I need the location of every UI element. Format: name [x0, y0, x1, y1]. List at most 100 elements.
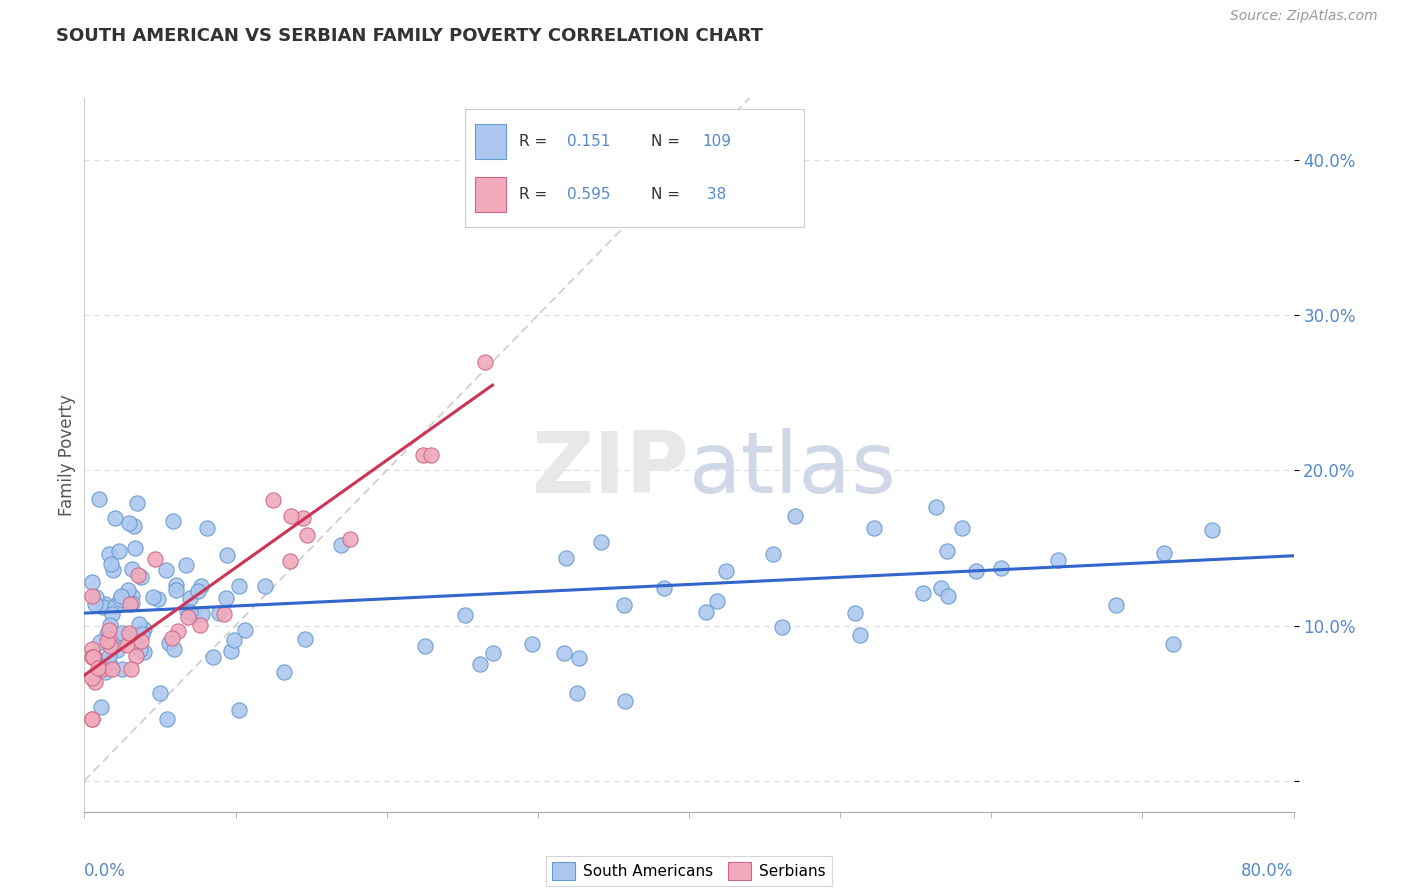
Point — [936, 544, 959, 558]
Point — [482, 646, 505, 660]
Point — [195, 521, 218, 535]
Point — [412, 448, 434, 462]
Point — [128, 616, 150, 631]
Point — [770, 620, 793, 634]
Point — [87, 661, 110, 675]
Point — [143, 552, 166, 566]
Point — [273, 665, 295, 680]
Point — [1161, 637, 1184, 651]
Point — [91, 599, 114, 614]
Point — [162, 514, 184, 528]
Point — [166, 624, 188, 638]
Point — [187, 583, 209, 598]
Point — [950, 521, 973, 535]
Point — [142, 590, 165, 604]
Point — [295, 527, 318, 541]
Point — [176, 604, 198, 618]
Point — [98, 623, 121, 637]
Point — [174, 558, 197, 572]
Point — [108, 592, 131, 607]
Y-axis label: Family Poverty: Family Poverty — [58, 394, 76, 516]
Point — [474, 355, 496, 369]
Point — [191, 607, 214, 621]
Point — [80, 590, 103, 604]
Point — [929, 582, 952, 596]
Point — [80, 650, 103, 665]
Point — [228, 703, 250, 717]
Text: ZIP: ZIP — [531, 427, 689, 511]
Point — [294, 632, 316, 646]
Point — [80, 671, 103, 685]
Point — [80, 712, 103, 726]
Point — [714, 565, 737, 579]
Point — [80, 712, 103, 726]
Point — [217, 548, 239, 562]
Point — [100, 662, 122, 676]
Point — [120, 663, 142, 677]
Point — [101, 563, 124, 577]
Point — [1104, 599, 1126, 613]
Point — [179, 605, 201, 619]
Text: 0.0%: 0.0% — [84, 862, 127, 880]
Point — [190, 579, 212, 593]
Point — [84, 591, 107, 605]
Point — [228, 578, 250, 592]
Point — [111, 626, 134, 640]
Point — [614, 694, 637, 708]
Point — [163, 641, 186, 656]
Point — [83, 649, 105, 664]
Point — [157, 636, 180, 650]
Point — [94, 597, 117, 611]
Point — [96, 633, 118, 648]
Point — [129, 642, 152, 657]
Text: SOUTH AMERICAN VS SERBIAN FAMILY POVERTY CORRELATION CHART: SOUTH AMERICAN VS SERBIAN FAMILY POVERTY… — [56, 27, 763, 45]
Point — [82, 649, 104, 664]
Point — [155, 563, 177, 577]
Point — [419, 448, 441, 462]
Point — [80, 641, 103, 656]
Point — [114, 631, 136, 645]
Point — [118, 625, 141, 640]
Point — [90, 661, 112, 675]
Point — [413, 639, 436, 653]
Point — [117, 631, 139, 645]
Point — [98, 649, 121, 664]
Point — [613, 598, 636, 612]
Point — [121, 562, 143, 576]
Point — [278, 554, 301, 568]
Point — [84, 597, 107, 611]
Point — [695, 605, 717, 619]
Point — [183, 607, 205, 622]
Point — [520, 637, 543, 651]
Point — [131, 627, 153, 641]
Point — [121, 596, 143, 610]
Point — [160, 632, 183, 646]
Point — [105, 643, 128, 657]
Point — [863, 520, 886, 534]
Point — [214, 607, 236, 622]
Point — [844, 607, 866, 621]
Point — [125, 648, 148, 663]
Point — [990, 561, 1012, 575]
Point — [176, 609, 198, 624]
Point — [120, 597, 142, 611]
Point — [291, 510, 314, 524]
Point — [98, 632, 121, 646]
Point — [127, 568, 149, 582]
Point — [280, 509, 302, 524]
Point — [215, 591, 238, 605]
Point — [468, 657, 491, 671]
Point — [118, 516, 141, 531]
Point — [219, 644, 242, 658]
Point — [965, 564, 987, 578]
Point — [89, 634, 111, 648]
Point — [208, 607, 231, 621]
Point — [762, 547, 785, 561]
Point — [121, 589, 143, 603]
Point — [222, 633, 245, 648]
Point — [262, 492, 284, 507]
Point — [1201, 523, 1223, 537]
Point — [129, 569, 152, 583]
Point — [553, 646, 575, 660]
Point — [148, 686, 170, 700]
